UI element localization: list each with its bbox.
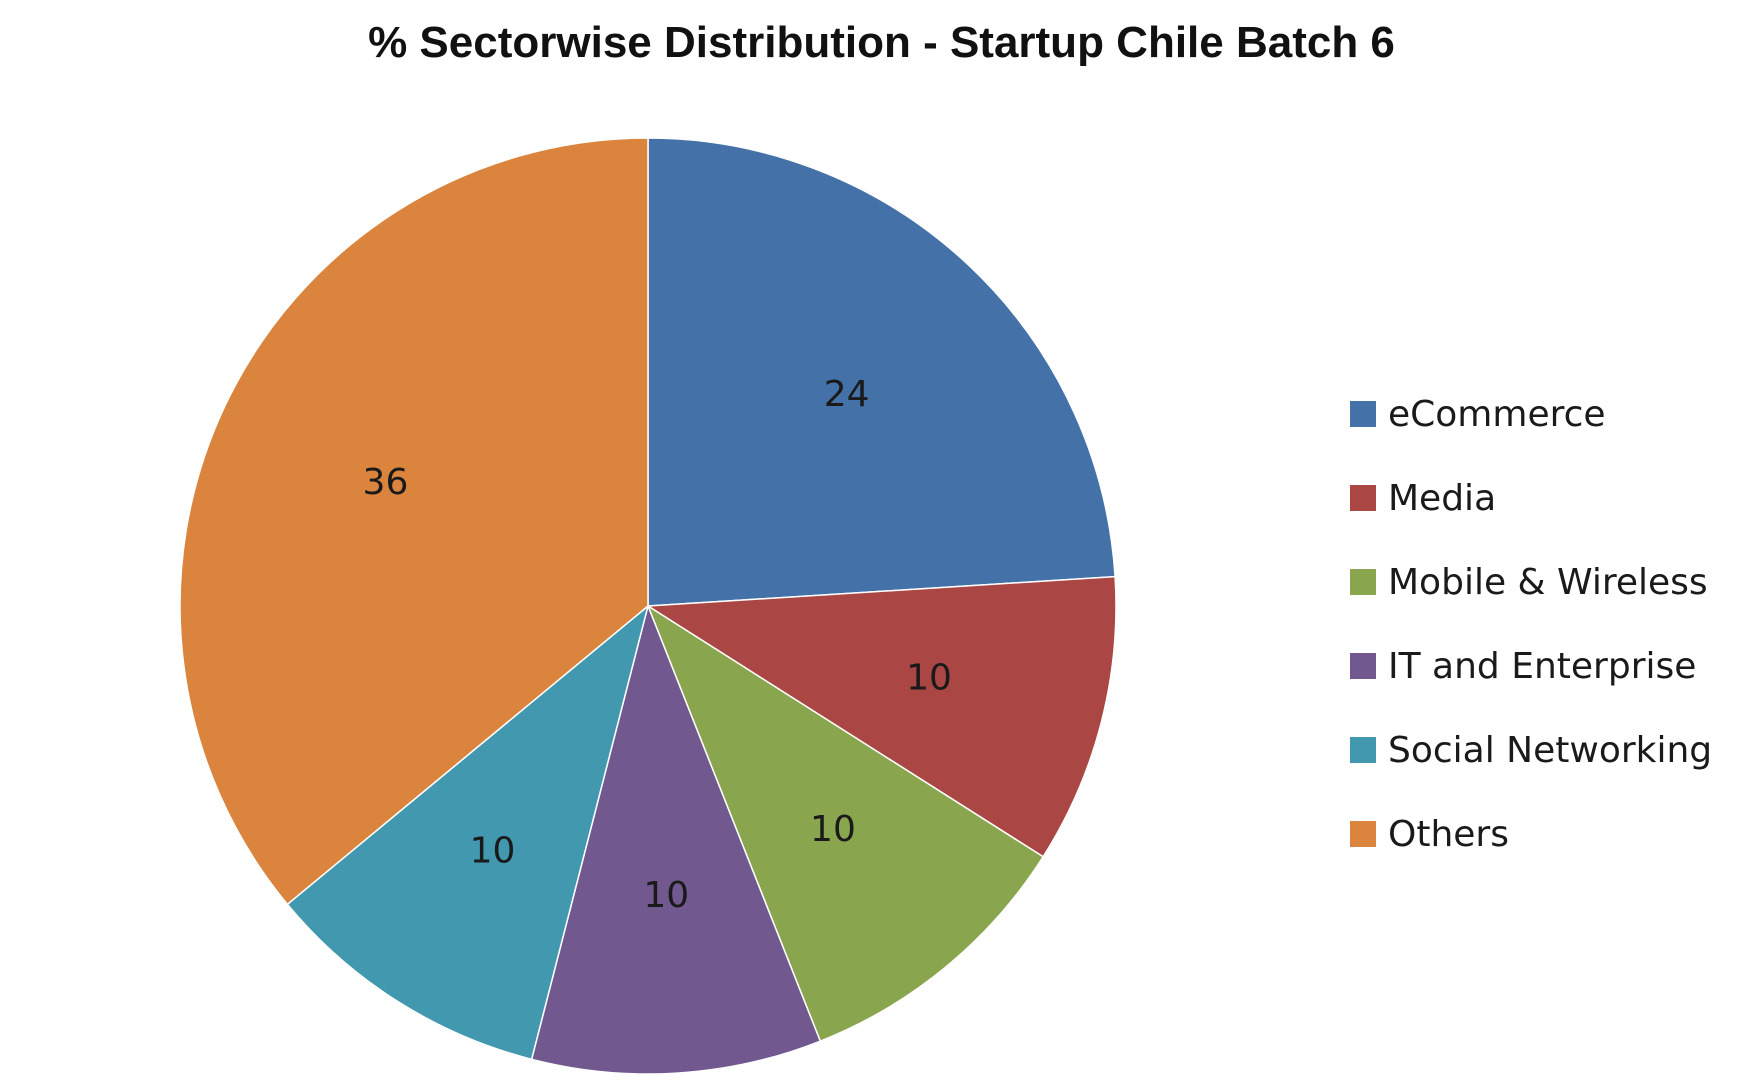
legend-swatch (1350, 653, 1376, 679)
legend-item-it-and-enterprise: IT and Enterprise (1350, 624, 1760, 708)
legend-swatch (1350, 821, 1376, 847)
data-label-mobile-and-wireless: 10 (810, 809, 856, 850)
pie-slice-ecommerce (647, 137, 1116, 607)
pie-slice-mobile-and-wireless (646, 604, 1045, 1043)
legend-swatch (1350, 569, 1376, 595)
data-label-it-and-enterprise: 10 (643, 875, 689, 916)
legend-swatch (1350, 485, 1376, 511)
chart-title: % Sectorwise Distribution - Startup Chil… (368, 18, 1395, 67)
pie-slices (179, 137, 1117, 1075)
data-label-media: 10 (906, 658, 952, 699)
pie-slice-it-and-enterprise (530, 603, 822, 1075)
pie-slice-others (179, 137, 649, 906)
pie-slice-social-networking (286, 603, 650, 1061)
legend-swatch (1350, 737, 1376, 763)
legend-label: Social Networking (1388, 729, 1713, 771)
legend-label: Others (1388, 813, 1509, 855)
legend-item-ecommerce: eCommerce (1350, 372, 1760, 456)
data-label-social-networking: 10 (470, 830, 516, 871)
data-label-ecommerce: 24 (824, 374, 870, 415)
legend-item-media: Media (1350, 456, 1760, 540)
pie-slice-media (645, 575, 1117, 858)
legend-item-social-networking: Social Networking (1350, 708, 1760, 792)
legend-item-mobile-and-wireless: Mobile & Wireless (1350, 540, 1760, 624)
legend-swatch (1350, 401, 1376, 427)
legend-label: eCommerce (1388, 393, 1606, 435)
legend-label: IT and Enterprise (1388, 645, 1697, 687)
legend-item-others: Others (1350, 792, 1760, 876)
data-label-others: 36 (363, 462, 409, 503)
legend-label: Media (1388, 477, 1497, 519)
legend: eCommerce Media Mobile & Wireless IT and En… (1350, 372, 1760, 876)
pie-data-labels: 24 10 10 10 10 36 (363, 374, 952, 916)
legend-label: Mobile & Wireless (1388, 561, 1708, 603)
